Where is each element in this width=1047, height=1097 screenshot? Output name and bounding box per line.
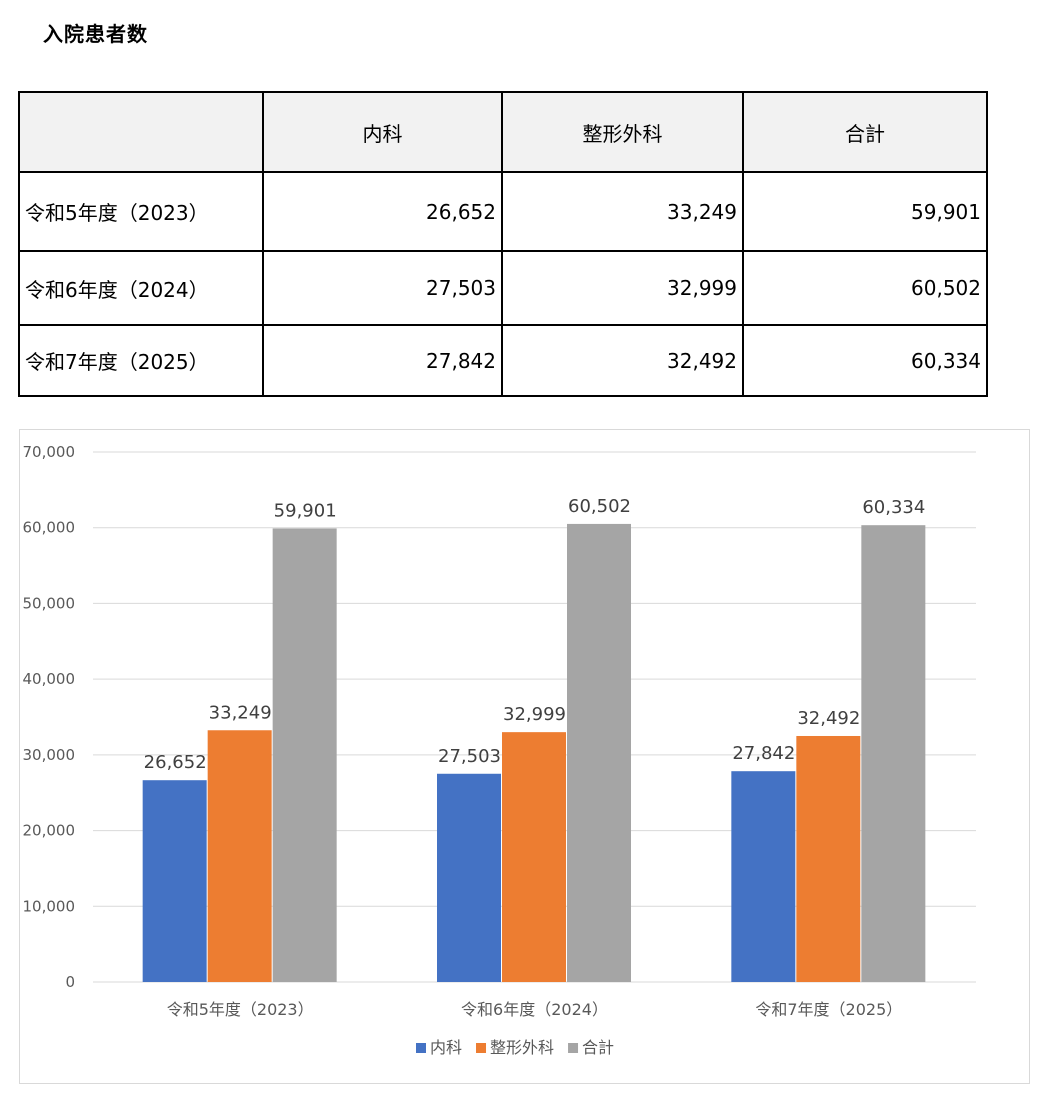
bar <box>567 523 631 982</box>
legend-label: 内科 <box>430 1038 462 1057</box>
x-tick-label: 令和7年度（2025） <box>755 1000 902 1019</box>
chart-area: 0 10,000 20,000 30,000 40,000 50,000 60,000 70,… <box>19 429 1030 1084</box>
data-label: 32,999 <box>503 704 566 725</box>
y-tick-label: 0 <box>65 973 75 991</box>
cell-total: 60,334 <box>742 324 988 397</box>
table-header-internal-medicine: 内科 <box>262 91 503 173</box>
bar <box>437 773 501 982</box>
y-tick-label: 70,000 <box>23 443 76 461</box>
bar <box>796 735 861 982</box>
table-header-row: 内科 整形外科 合計 <box>18 91 988 173</box>
cell-internal-medicine: 26,652 <box>262 171 503 252</box>
row-label: 令和7年度（2025） <box>18 324 264 397</box>
table-row: 令和7年度（2025） 27,842 32,492 60,334 <box>18 324 988 397</box>
patient-count-table: 内科 整形外科 合計 令和5年度（2023） 26,652 33,249 59,… <box>18 91 988 397</box>
row-label: 令和5年度（2023） <box>18 171 264 252</box>
table-row: 令和6年度（2024） 27,503 32,999 60,502 <box>18 250 988 326</box>
data-label: 60,502 <box>568 496 631 517</box>
cell-orthopedics: 32,492 <box>501 324 744 397</box>
row-label: 令和6年度（2024） <box>18 250 264 326</box>
data-label: 27,503 <box>438 746 501 767</box>
data-label: 59,901 <box>274 500 337 521</box>
x-tick-label: 令和6年度（2024） <box>461 1000 608 1019</box>
cell-total: 59,901 <box>742 171 988 252</box>
y-tick-label: 40,000 <box>23 670 76 688</box>
data-label: 33,249 <box>209 702 272 723</box>
legend-swatch <box>476 1043 487 1053</box>
table-header-total: 合計 <box>742 91 988 173</box>
legend-label: 整形外科 <box>490 1038 554 1057</box>
y-tick-label: 50,000 <box>23 594 76 612</box>
table-row: 令和5年度（2023） 26,652 33,249 59,901 <box>18 171 988 252</box>
data-label: 27,842 <box>732 743 795 764</box>
x-tick-label: 令和5年度（2023） <box>167 1000 314 1019</box>
bar <box>502 732 566 982</box>
y-tick-label: 10,000 <box>23 897 76 915</box>
cell-total: 60,502 <box>742 250 988 326</box>
bar <box>142 780 207 982</box>
y-tick-label: 30,000 <box>23 746 76 764</box>
table-header-corner <box>18 91 264 173</box>
legend-swatch <box>568 1043 579 1053</box>
bar <box>272 528 337 982</box>
cell-internal-medicine: 27,842 <box>262 324 503 397</box>
cell-orthopedics: 32,999 <box>501 250 744 326</box>
cell-orthopedics: 33,249 <box>501 171 744 252</box>
data-label: 60,334 <box>862 497 925 518</box>
table-header-orthopedics: 整形外科 <box>501 91 744 173</box>
bar-chart: 0 10,000 20,000 30,000 40,000 50,000 60,000 70,… <box>23 443 976 1057</box>
bar <box>207 730 272 982</box>
y-tick-label: 20,000 <box>23 822 76 840</box>
page-title: 入院患者数 <box>43 22 148 46</box>
legend-swatch <box>416 1043 426 1053</box>
bar <box>731 771 796 982</box>
cell-internal-medicine: 27,503 <box>262 250 503 326</box>
data-label: 32,492 <box>797 708 860 729</box>
data-label: 26,652 <box>144 752 207 773</box>
y-tick-label: 60,000 <box>23 519 76 537</box>
bar <box>861 525 926 982</box>
legend-label: 合計 <box>582 1038 614 1057</box>
